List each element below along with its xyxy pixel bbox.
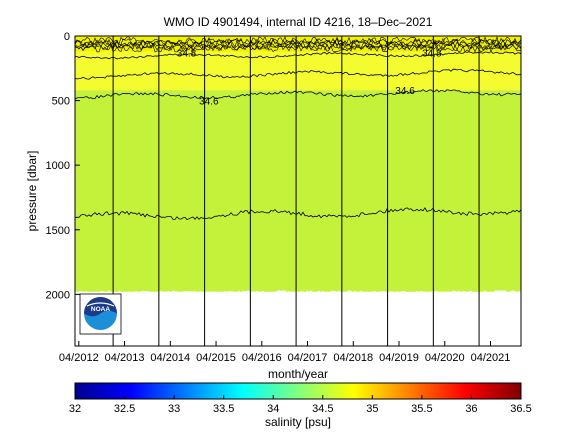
noaa-logo-icon: NOAA (79, 293, 122, 335)
colorbar (74, 382, 522, 400)
y-tick-label-3: 1500 (46, 225, 70, 237)
x-axis-ticks: 04/2012 04/2013 04/2014 04/2015 04/2016 04/20… (59, 341, 510, 364)
chart-title: WMO ID 4901494, internal ID 4216, 18–Dec… (164, 15, 433, 29)
y-axis-ticks: 0 500 1000 1500 2000 (46, 31, 80, 301)
y-axis-label: pressure [dbar] (25, 151, 39, 232)
colorbar-tick-label-8: 36 (465, 403, 477, 415)
colorbar-label: salinity [psu] (265, 415, 331, 429)
surface-contour-4 (75, 42, 521, 52)
x-tick-label-9: 04/2021 (471, 352, 511, 364)
colorbar-tick-label-9: 36.5 (510, 403, 531, 415)
contour-label-2: 34.6 (199, 96, 219, 107)
x-tick-label-7: 04/2019 (379, 352, 419, 364)
x-axis-label: month/year (268, 367, 328, 381)
contour-lines: 34.8 34.8 34.6 34.6 (75, 49, 521, 220)
x-tick-label-4: 04/2016 (242, 352, 282, 364)
colorbar-tick-label-4: 34 (267, 403, 279, 415)
x-tick-label-6: 04/2018 (333, 352, 373, 364)
contour-2 (75, 89, 521, 100)
plot-frame (74, 35, 522, 347)
y-tick-label-1: 500 (52, 96, 70, 108)
x-tick-label-5: 04/2017 (288, 352, 328, 364)
contour-0 (75, 51, 521, 60)
y-tick-label-0: 0 (64, 31, 70, 43)
below-profiles (75, 290, 521, 346)
colorbar-tick-label-3: 33.5 (213, 403, 234, 415)
colorbar-tick-label-5: 34.5 (312, 403, 333, 415)
colorbar-ticks: 32 32.5 33 33.5 34 34.5 35 35.5 36 36.5 (69, 395, 532, 415)
band-2 (75, 90, 521, 292)
plot-area: 34.8 34.8 34.6 34.6 (75, 36, 521, 346)
colorbar-tick-label-6: 35 (366, 403, 378, 415)
contour-1 (75, 68, 521, 80)
y-tick-label-2: 1000 (46, 160, 70, 172)
colorbar-tick-label-1: 32.5 (114, 403, 135, 415)
colorbar-tick-label-7: 35.5 (411, 403, 432, 415)
x-tick-label-0: 04/2012 (59, 352, 99, 364)
noaa-logo-text: NOAA (91, 306, 110, 313)
contour-label-1: 34.8 (422, 49, 442, 60)
y-tick-label-4: 2000 (46, 289, 70, 301)
x-tick-label-2: 04/2014 (150, 352, 190, 364)
colorbar-tick-label-2: 33 (168, 403, 180, 415)
surface-contour-2 (75, 39, 521, 48)
x-tick-label-8: 04/2020 (425, 352, 465, 364)
x-tick-label-3: 04/2015 (196, 352, 236, 364)
contour-label-0: 34.8 (177, 49, 197, 60)
salinity-bands (75, 36, 521, 346)
contour-label-3: 34.6 (395, 86, 415, 97)
surface-contour-5 (75, 44, 521, 53)
x-tick-label-1: 04/2013 (105, 352, 145, 364)
profile-noise (75, 36, 521, 53)
colorbar-tick-label-0: 32 (69, 403, 81, 415)
contour-3 (75, 207, 521, 220)
band-1 (75, 51, 521, 91)
year-separators (112, 36, 480, 346)
